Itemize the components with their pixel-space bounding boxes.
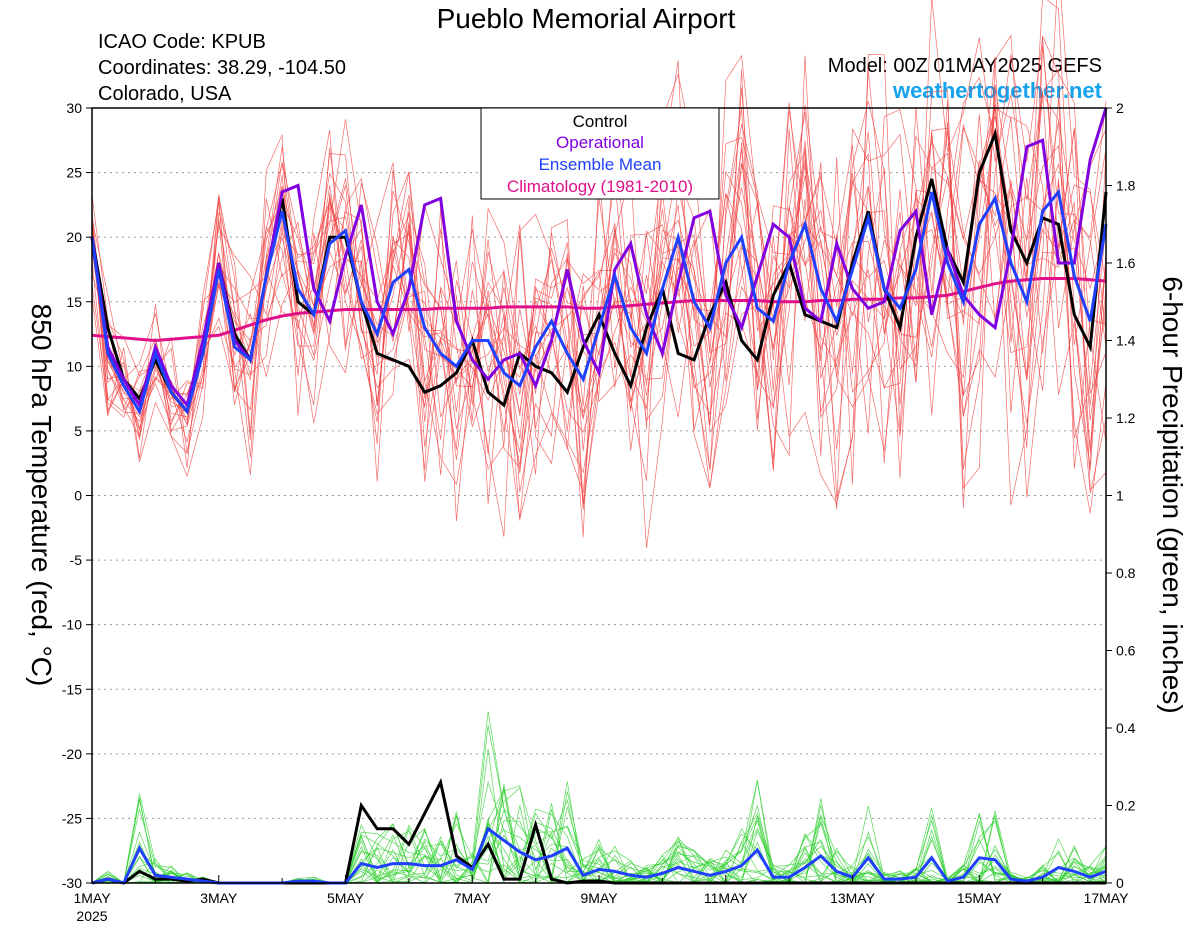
y-tick-label: 5 — [74, 423, 82, 439]
y-tick-label: 10 — [66, 358, 82, 374]
y2-tick-label: 1 — [1116, 488, 1124, 504]
x-tick-label: 15MAY — [957, 890, 1003, 906]
y-tick-label: -10 — [62, 617, 82, 633]
x-tick-label: 13MAY — [830, 890, 876, 906]
coordinates: Coordinates: 38.29, -104.50 — [98, 57, 346, 79]
y2-tick-label: 1.4 — [1116, 333, 1136, 349]
right-axis-ticks: 2 1.8 1.6 1.4 1.2 1 0.8 0.6 0.4 0.2 0 — [1106, 100, 1136, 891]
y-tick-label: -20 — [62, 746, 82, 762]
model-run: Model: 00Z 01MAY2025 GEFS — [828, 55, 1102, 77]
left-axis-ticks: 30 25 20 15 10 5 0 -5 -10 -15 -20 -25 -30 — [62, 100, 92, 891]
temperature-member-line — [91, 131, 1107, 452]
ensemble-mean-temperature-line — [90, 188, 1108, 416]
y-tick-label: -5 — [70, 552, 83, 568]
temperature-member-line — [91, 0, 1107, 549]
legend-box — [480, 107, 720, 200]
y-tick-label: 0 — [74, 488, 82, 504]
x-tick-label: 1MAY — [73, 890, 111, 906]
y2-tick-label: 1.6 — [1116, 255, 1136, 271]
y2-tick-label: 0.4 — [1116, 720, 1136, 736]
temperature-member-line — [91, 84, 1107, 438]
y-tick-label: 30 — [66, 100, 82, 116]
temperature-member-line — [91, 0, 1107, 506]
x-tick-label: 7MAY — [454, 890, 492, 906]
y-tick-label: -30 — [62, 875, 82, 891]
right-axis-label: 6-hour Precipitation (green, inches) — [1157, 276, 1188, 713]
x-tick-year: 2025 — [76, 908, 107, 924]
legend-control: Control — [573, 112, 628, 131]
y-tick-label: -25 — [62, 810, 82, 826]
legend-ensemble-mean: Ensemble Mean — [539, 155, 662, 174]
y-tick-label: -15 — [62, 681, 82, 697]
x-tick-label: 3MAY — [200, 890, 238, 906]
x-tick-label: 11MAY — [704, 890, 748, 906]
y2-tick-label: 0 — [1116, 875, 1124, 891]
y2-tick-label: 0.2 — [1116, 798, 1136, 814]
chart-title: Pueblo Memorial Airport — [437, 3, 736, 34]
y2-tick-label: 0.6 — [1116, 643, 1136, 659]
left-axis-label: 850 hPa Temperature (red, °C) — [26, 304, 57, 687]
y2-tick-label: 1.2 — [1116, 410, 1136, 426]
x-tick-label: 9MAY — [580, 890, 618, 906]
x-tick-label: 5MAY — [327, 890, 365, 906]
y2-tick-label: 2 — [1116, 100, 1124, 116]
y-tick-label: 20 — [66, 229, 82, 245]
y2-tick-label: 0.8 — [1116, 565, 1136, 581]
y-tick-label: 25 — [66, 165, 82, 181]
x-tick-label: 17MAY — [1084, 890, 1130, 906]
x-axis-ticks: 1MAY 2025 3MAY 5MAY 7MAY 9MAY 11MAY 13MAY 15MAY 1… — [73, 875, 1129, 924]
icao-code: ICAO Code: KPUB — [98, 31, 266, 53]
legend-operational: Operational — [556, 133, 644, 152]
location: Colorado, USA — [98, 83, 232, 105]
legend: Control Operational Ensemble Mean Climat… — [480, 107, 720, 200]
y2-tick-label: 1.8 — [1116, 178, 1136, 194]
y-tick-label: 15 — [66, 294, 82, 310]
legend-climatology: Climatology (1981-2010) — [507, 177, 693, 196]
